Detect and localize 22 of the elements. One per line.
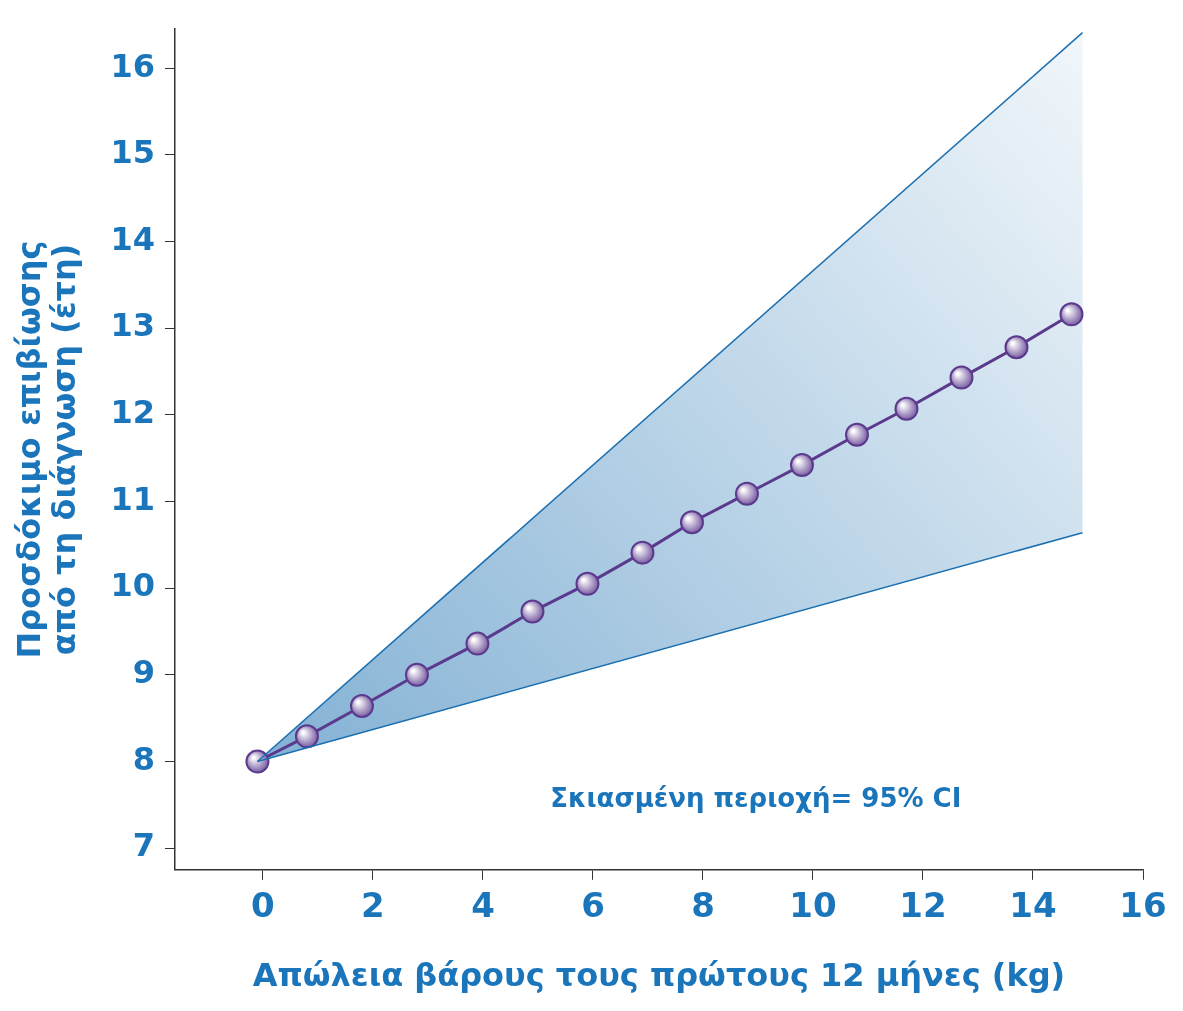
x-axis-title: Απώλεια βάρους τους πρώτους 12 μήνες (kg): [252, 956, 1066, 995]
y-tick-label: 13: [110, 306, 155, 345]
x-tick-label: 0: [251, 885, 275, 926]
x-tick-label: 14: [1009, 885, 1057, 926]
y-tick-label: 10: [110, 566, 155, 605]
x-tick-label: 4: [471, 885, 495, 926]
x-tick-label: 6: [581, 885, 605, 926]
x-tick-label: 10: [789, 885, 837, 926]
y-axis-title: Προσδόκιμο επιβίωσης από τη διάγνωση (έτη): [9, 240, 84, 659]
x-tick-label: 8: [691, 885, 715, 926]
y-tick-label: 7: [132, 826, 155, 865]
y-tick-label: 14: [110, 219, 155, 258]
annotation: Σκιασμένη περιοχή= 95% CI: [550, 782, 962, 813]
x-tick-label: 12: [899, 885, 947, 926]
y-tick-label: 8: [132, 739, 155, 778]
y-tick-label: 11: [110, 479, 155, 518]
y-tick-label: 9: [132, 653, 155, 692]
y-tick-label: 16: [110, 46, 155, 85]
y-tick-label: 15: [110, 133, 155, 172]
x-tick-label: 2: [361, 885, 385, 926]
x-tick-label: 16: [1119, 885, 1167, 926]
y-tick-label: 12: [110, 393, 155, 432]
